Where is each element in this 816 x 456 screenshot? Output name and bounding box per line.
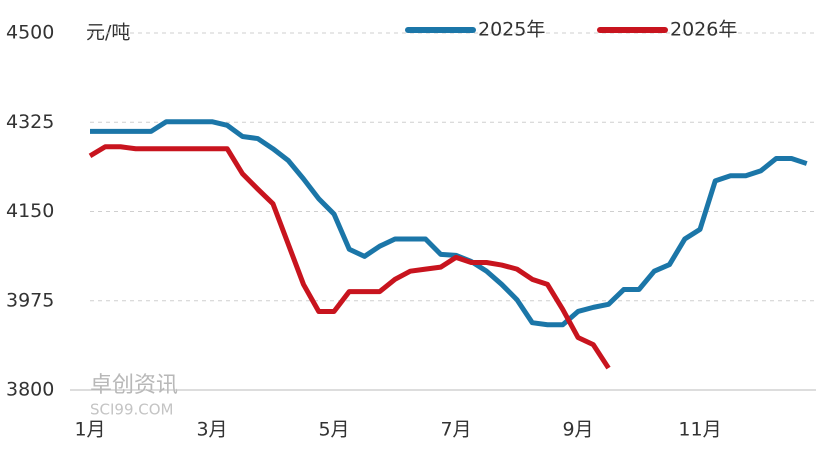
x-tick-label: 7月 — [440, 419, 471, 441]
series-line — [88, 144, 611, 370]
x-tick-label: 9月 — [562, 419, 593, 441]
x-tick-label: 1月 — [74, 419, 105, 441]
watermark: SCI99.COM — [90, 401, 174, 419]
legend-label: 2025年 — [478, 19, 545, 41]
series-line — [90, 119, 808, 328]
watermark: 卓创资讯 — [90, 373, 178, 398]
y-tick-label: 3800 — [6, 379, 54, 401]
x-tick-label: 11月 — [678, 419, 721, 441]
y-tick-label: 3975 — [6, 289, 54, 311]
x-tick-label: 5月 — [318, 419, 349, 441]
x-tick-label: 3月 — [196, 419, 227, 441]
y-tick-label: 4325 — [6, 111, 54, 133]
y-tick-label: 4150 — [6, 200, 54, 222]
y-tick-label: 4500 — [6, 22, 54, 44]
legend-label: 2026年 — [670, 19, 737, 41]
